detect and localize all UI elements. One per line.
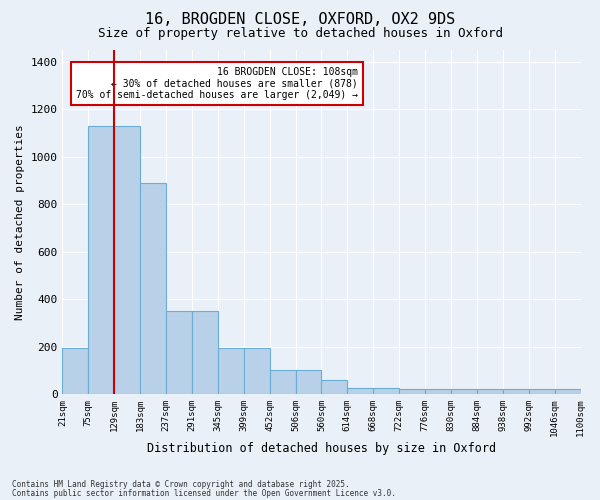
Bar bbox=[114, 126, 140, 394]
Bar bbox=[269, 370, 296, 394]
Bar bbox=[373, 388, 399, 394]
Bar bbox=[218, 348, 244, 394]
Text: 16 BROGDEN CLOSE: 108sqm
← 30% of detached houses are smaller (878)
70% of semi-: 16 BROGDEN CLOSE: 108sqm ← 30% of detach… bbox=[76, 67, 358, 100]
Bar bbox=[425, 389, 451, 394]
Text: Size of property relative to detached houses in Oxford: Size of property relative to detached ho… bbox=[97, 28, 503, 40]
Bar bbox=[244, 348, 269, 394]
X-axis label: Distribution of detached houses by size in Oxford: Distribution of detached houses by size … bbox=[147, 442, 496, 455]
Bar bbox=[399, 389, 425, 394]
Bar bbox=[503, 389, 529, 394]
Bar bbox=[192, 311, 218, 394]
Text: Contains public sector information licensed under the Open Government Licence v3: Contains public sector information licen… bbox=[12, 488, 396, 498]
Bar bbox=[296, 370, 322, 394]
Bar bbox=[140, 183, 166, 394]
Text: 16, BROGDEN CLOSE, OXFORD, OX2 9DS: 16, BROGDEN CLOSE, OXFORD, OX2 9DS bbox=[145, 12, 455, 28]
Bar bbox=[322, 380, 347, 394]
Bar bbox=[477, 389, 503, 394]
Y-axis label: Number of detached properties: Number of detached properties bbox=[15, 124, 25, 320]
Bar bbox=[554, 389, 581, 394]
Bar bbox=[166, 311, 192, 394]
Bar bbox=[62, 348, 88, 394]
Text: Contains HM Land Registry data © Crown copyright and database right 2025.: Contains HM Land Registry data © Crown c… bbox=[12, 480, 350, 489]
Bar bbox=[451, 389, 477, 394]
Bar bbox=[347, 388, 373, 394]
Bar bbox=[529, 389, 554, 394]
Bar bbox=[88, 126, 114, 394]
